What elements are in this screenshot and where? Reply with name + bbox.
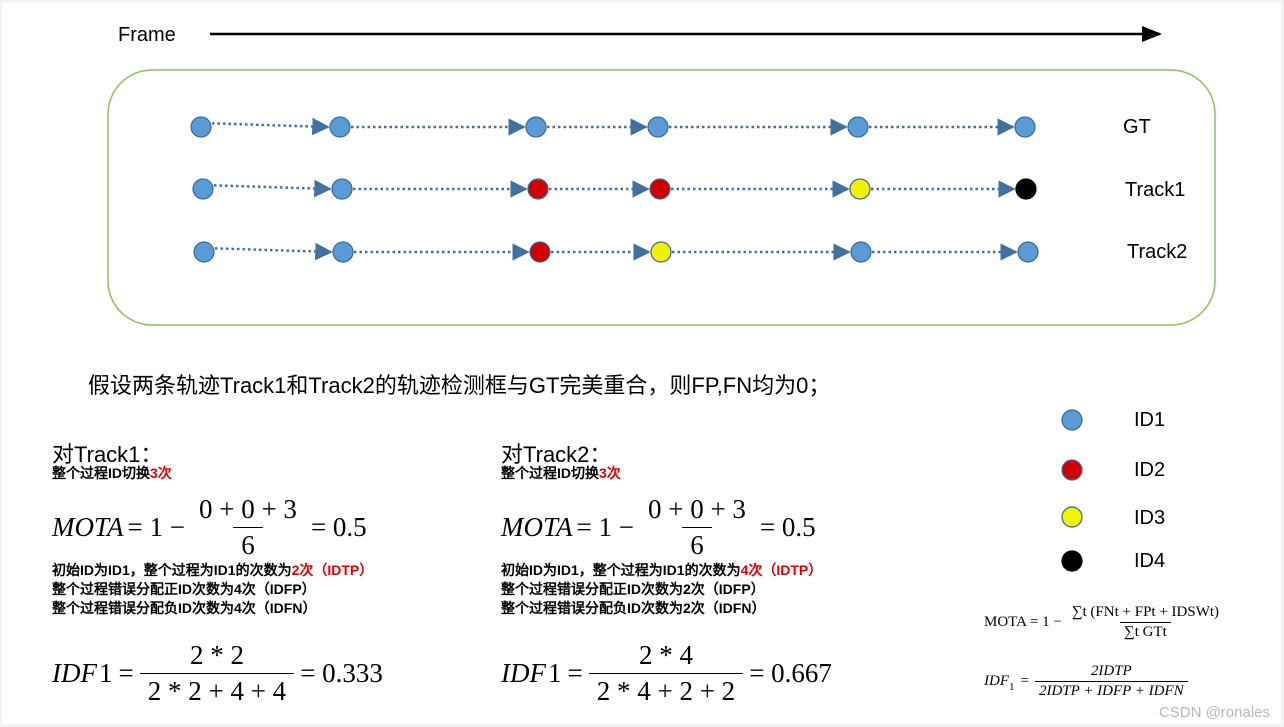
track1-idtp-value: 2次（IDTP） (291, 562, 374, 578)
legend-label-id1: ID1 (1134, 409, 1166, 431)
idf-formula-eq: = (1020, 673, 1029, 689)
track2-idtp-value: 4次（IDTP） (740, 562, 823, 578)
track1-mota-pre: = 1 − (127, 512, 185, 542)
track1-node-6 (1015, 178, 1037, 200)
legend-dot-id2 (1061, 459, 1083, 481)
track2-idf-lhs: IDF (501, 658, 546, 688)
gt-node-5 (847, 116, 869, 138)
mota-formula-fraction: ∑t (FNt + FPt + IDSWt) ∑t GTt (1068, 604, 1223, 641)
track1-idf-lhs-sub: 1 (98, 658, 113, 688)
track1-node-5 (849, 178, 871, 200)
legend-dot-id1 (1061, 409, 1083, 431)
mota-formula-denominator: ∑t GTt (1120, 622, 1171, 641)
track1-idtp-prefix: 初始ID为ID1，整个过程为ID1的次数为 (52, 562, 292, 578)
track1-mota-numerator: 0 + 0 + 3 (198, 494, 297, 524)
track-box (107, 69, 1216, 326)
track1-arrow-1 (202, 179, 332, 198)
idf-formula-fraction: 2IDTP 2IDTP + IDFP + IDFN (1034, 663, 1188, 700)
track1-idf-eq: = (118, 658, 134, 688)
assumption-text: 假设两条轨迹Track1和Track2的轨迹检测框与GT完美重合，则FP,FN均… (88, 373, 831, 398)
mota-formula-lhs: MOTA = 1 − (984, 614, 1062, 630)
track1-node-2 (331, 178, 353, 200)
track2-node-1 (193, 241, 215, 263)
track1-switch-line: 整个过程ID切换3次 (52, 464, 172, 483)
track2-idf-fraction: 2 * 4 2 * 4 + 2 + 2 (588, 640, 744, 707)
track1-idf-fraction: 2 * 2 2 * 2 + 4 + 4 (139, 640, 295, 707)
track2-idf-lhs-sub: 1 (547, 658, 562, 688)
track1-switch-prefix: 整个过程ID切换 (52, 465, 150, 481)
gt-node-1 (190, 116, 212, 138)
watermark: CSDN @ronales (1158, 704, 1270, 721)
track2-node-2 (332, 241, 354, 263)
track2-switch-line: 整个过程ID切换3次 (501, 464, 621, 483)
track1-idf-denominator: 2 * 2 + 4 + 4 (139, 673, 295, 707)
track2-arrow-1 (203, 242, 333, 261)
track1-switch-count: 3次 (150, 465, 172, 481)
track1-mota-denominator: 6 (233, 527, 263, 561)
track1-idf-lhs: IDF (52, 658, 97, 688)
legend (1061, 409, 1083, 572)
track1-mota-equation: MOTA = 1 − 0 + 0 + 3 6 = 0.5 (52, 494, 367, 561)
idf-formula-sub: 1 (1009, 680, 1015, 693)
row-label-track1: Track1 (1125, 179, 1186, 201)
track1-idfp-line: 整个过程错误分配正ID次数为4次（IDFP） (52, 581, 316, 597)
track2-mota-lhs: MOTA (501, 512, 573, 542)
legend-label-id2: ID2 (1134, 459, 1166, 481)
track2-idf-result: = 0.667 (749, 658, 832, 688)
track2-idf-numerator: 2 * 4 (638, 640, 693, 670)
gt-node-4 (647, 116, 669, 138)
track1-mota-fraction: 0 + 0 + 3 6 (191, 494, 305, 561)
track2-node-5 (850, 241, 872, 263)
idf-formula-lhs: IDF (984, 673, 1009, 689)
track1-idfn-line: 整个过程错误分配负ID次数为4次（IDFN） (52, 600, 317, 616)
track2-node-6 (1017, 241, 1039, 263)
track1-mota-result: = 0.5 (310, 512, 367, 542)
track1-idf-numerator: 2 * 2 (189, 640, 244, 670)
track2-title: 对Track2： (501, 442, 612, 467)
legend-label-id4: ID4 (1134, 550, 1166, 572)
track1-title: 对Track1： (52, 442, 163, 467)
gt-node-6 (1014, 116, 1036, 138)
idf-formula-denominator: 2IDTP + IDFP + IDFN (1034, 681, 1188, 700)
track1-idf-equation: IDF 1 = 2 * 2 2 * 2 + 4 + 4 = 0.333 (52, 640, 383, 707)
track2-idtp-prefix: 初始ID为ID1，整个过程为ID1的次数为 (501, 562, 741, 578)
row-label-gt: GT (1123, 116, 1151, 138)
gt-node-3 (525, 116, 547, 138)
track2-idfn-line: 整个过程错误分配负ID次数为2次（IDFN） (501, 600, 766, 616)
gt-node-2 (329, 116, 351, 138)
track2-mota-numerator: 0 + 0 + 3 (647, 494, 746, 524)
track2-mota-pre: = 1 − (576, 512, 634, 542)
row-label-track2: Track2 (1127, 241, 1188, 263)
gt-arrow-1 (200, 117, 330, 136)
mota-formula-numerator: ∑t (FNt + FPt + IDSWt) (1071, 604, 1220, 620)
track2-idf-equation: IDF 1 = 2 * 4 2 * 4 + 2 + 2 = 0.667 (501, 640, 832, 707)
track2-idf-denominator: 2 * 4 + 2 + 2 (588, 673, 744, 707)
track2-idtp-line: 初始ID为ID1，整个过程为ID1的次数为4次（IDTP） (501, 561, 822, 580)
legend-dot-id3 (1061, 506, 1083, 528)
track2-mota-denominator: 6 (682, 527, 712, 561)
track1-node-3 (527, 178, 549, 200)
track2-mota-equation: MOTA = 1 − 0 + 0 + 3 6 = 0.5 (501, 494, 816, 561)
mota-formula: MOTA = 1 − ∑t (FNt + FPt + IDSWt) ∑t GTt (984, 604, 1229, 641)
track2-node-4 (650, 241, 672, 263)
track1-mota-lhs: MOTA (52, 512, 124, 542)
track1-idf-result: = 0.333 (300, 658, 383, 688)
track2-mota-fraction: 0 + 0 + 3 6 (640, 494, 754, 561)
track-rows (190, 116, 1039, 263)
frame-label: Frame (118, 24, 176, 46)
idf-formula: IDF 1 = 2IDTP 2IDTP + IDFP + IDFN (984, 663, 1194, 700)
track2-switch-prefix: 整个过程ID切换 (501, 465, 599, 481)
track1-idtp-line: 初始ID为ID1，整个过程为ID1的次数为2次（IDTP） (52, 561, 373, 580)
legend-label-id3: ID3 (1134, 507, 1166, 529)
track2-switch-count: 3次 (599, 465, 621, 481)
track1-node-4 (649, 178, 671, 200)
legend-dot-id4 (1061, 550, 1083, 572)
track2-node-3 (529, 241, 551, 263)
track2-idfp-line: 整个过程错误分配正ID次数为2次（IDFP） (501, 581, 765, 597)
idf-formula-numerator: 2IDTP (1090, 663, 1132, 679)
track1-node-1 (192, 178, 214, 200)
track2-idf-eq: = (567, 658, 583, 688)
track2-mota-result: = 0.5 (759, 512, 816, 542)
